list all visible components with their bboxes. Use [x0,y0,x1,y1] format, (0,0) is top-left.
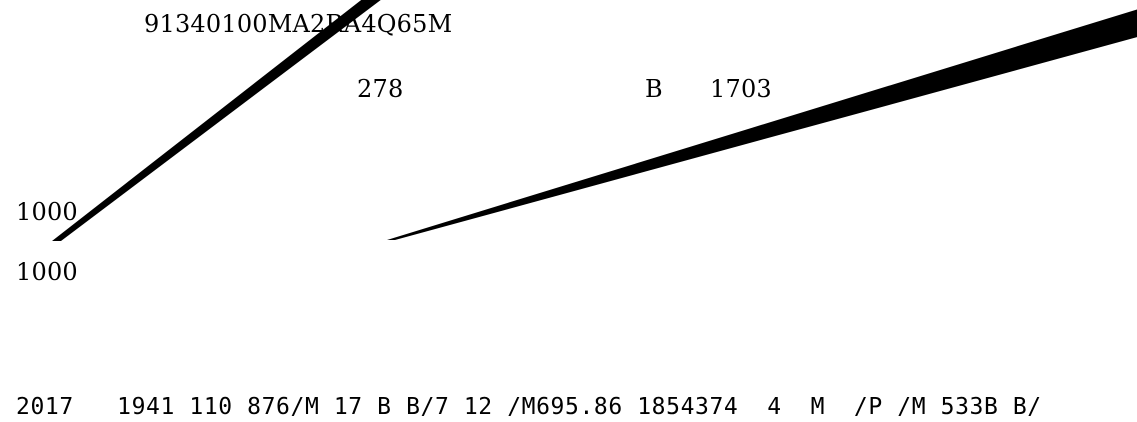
registration-code: 91340100MA2RA4Q65M [144,10,453,38]
line2-right-number: 1703 [710,75,772,103]
right-diagonal-stroke [387,9,1137,240]
line2-left-number: 278 [357,75,404,103]
left-value-second: 1000 [16,258,78,286]
line2-letter: B [645,75,663,103]
bottom-text-line: 2017 1941 110 876/M 17 B B/7 12 /M695.86… [16,394,1042,420]
left-value-first: 1000 [16,198,78,226]
